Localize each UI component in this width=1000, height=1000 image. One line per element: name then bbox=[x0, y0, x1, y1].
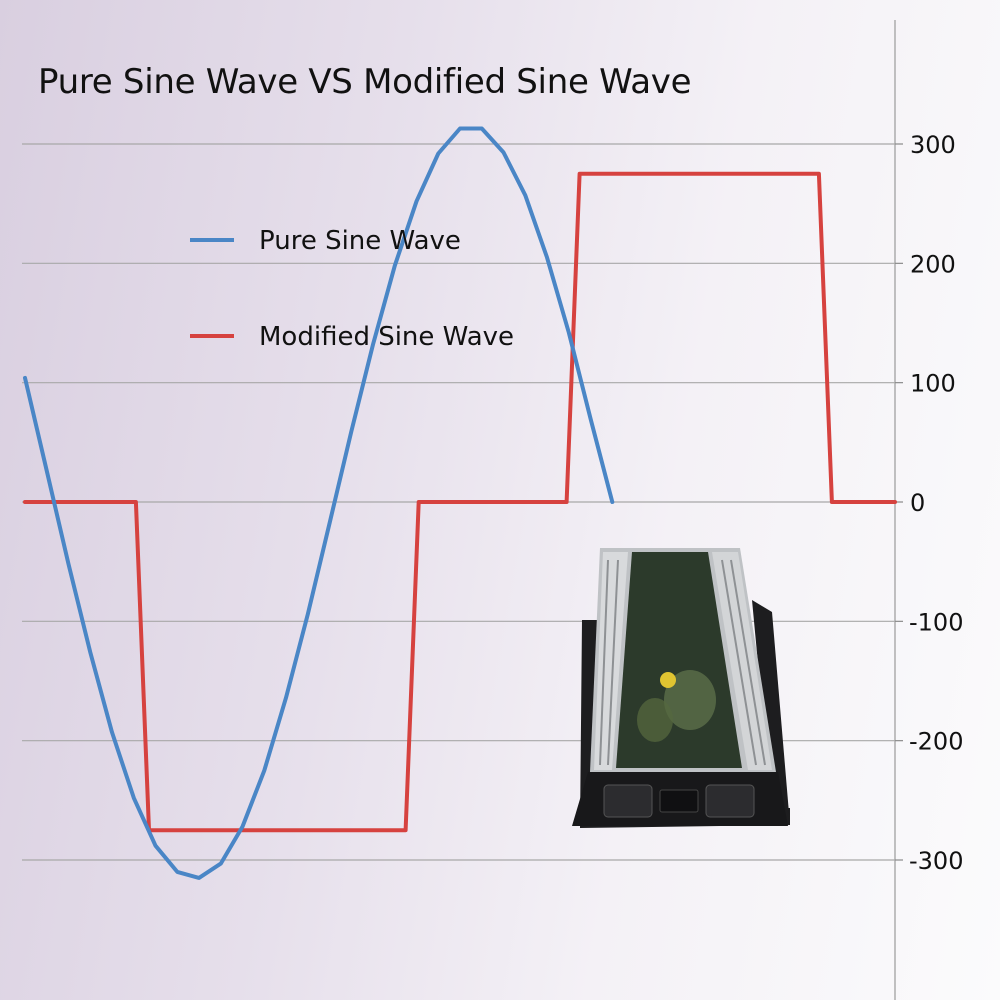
chart-title: Pure Sine Wave VS Modified Sine Wave bbox=[38, 62, 692, 102]
legend-label: Modified Sine Wave bbox=[259, 322, 514, 352]
series-line-pure-sine-wave bbox=[23, 126, 615, 880]
inverter-product-image bbox=[572, 548, 790, 828]
y-tick-label: -200 bbox=[909, 728, 963, 756]
y-tick-label: -100 bbox=[909, 608, 963, 636]
y-tick-label: 0 bbox=[910, 489, 925, 517]
legend-label: Pure Sine Wave bbox=[259, 226, 461, 256]
y-tick-label: -300 bbox=[909, 847, 963, 875]
y-tick-label: 300 bbox=[910, 131, 956, 159]
y-tick-label: 200 bbox=[910, 250, 956, 278]
series-line-modified-sine-wave bbox=[23, 171, 897, 833]
y-tick-label: 100 bbox=[910, 370, 956, 398]
